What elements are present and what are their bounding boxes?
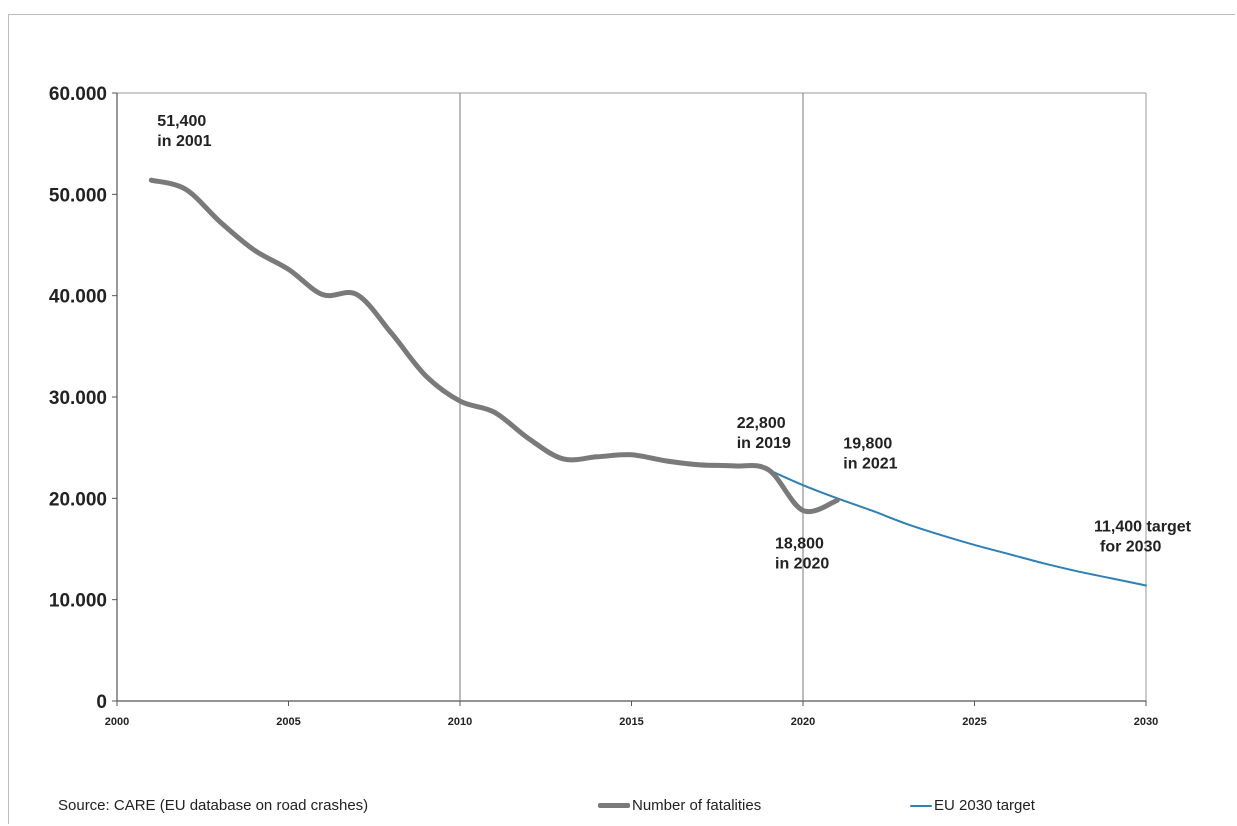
x-tick-label: 2030 [1134,716,1158,728]
annotation-label-line1: 18,800 [775,535,824,552]
x-tick-label: 2010 [448,716,472,728]
annotation-label-line1: 19,800 [843,435,892,452]
annotation-label-line1: 11,400 target [1094,518,1192,535]
y-tick-label: 50.000 [49,185,107,206]
source-note: Source: CARE (EU database on road crashe… [58,797,369,814]
legend-swatch-fatalities [598,803,630,808]
annotation-label-line2: in 2019 [737,435,791,452]
annotation-label-line2: in 2020 [775,555,829,572]
y-tick-label: 10.000 [49,591,107,612]
y-tick-label: 20.000 [49,489,107,510]
chart-series [148,177,1147,587]
chart-annotations: 51,400 in 2001 22,800 in 2019 19,800 in 2021 1… [157,113,1191,572]
annotation-label-line2: in 2001 [157,133,211,150]
y-tick-label: 60.000 [49,84,107,105]
x-tick-label: 2005 [276,716,300,728]
legend-item-target: EU 2030 target [910,797,1035,814]
annotation-label-line2: in 2021 [843,455,897,472]
x-tick-label: 2015 [619,716,643,728]
legend-label-fatalities: Number of fatalities [632,797,762,814]
annotation-label-line1: 22,800 [737,415,786,432]
legend-item-fatalities: Number of fatalities [598,797,761,814]
y-tick-label: 30.000 [49,388,107,409]
legend-label-target: EU 2030 target [934,797,1035,814]
annotation-label-line2: for 2030 [1100,538,1161,555]
annotation-label-line1: 51,400 [157,113,206,130]
y-tick-label: 0 [96,692,107,713]
x-tick-label: 2000 [105,716,129,728]
series-line-fatalities [148,177,840,515]
x-tick-label: 2025 [962,716,986,728]
series-line-target [767,468,1147,587]
chart-frame [8,14,1235,824]
y-tick-label: 40.000 [49,287,107,308]
chart-axes: 0 10.000 20.000 30.000 40.000 50.000 60.000 200… [49,84,1158,728]
x-tick-label: 2020 [791,716,815,728]
legend-swatch-target [910,804,932,807]
